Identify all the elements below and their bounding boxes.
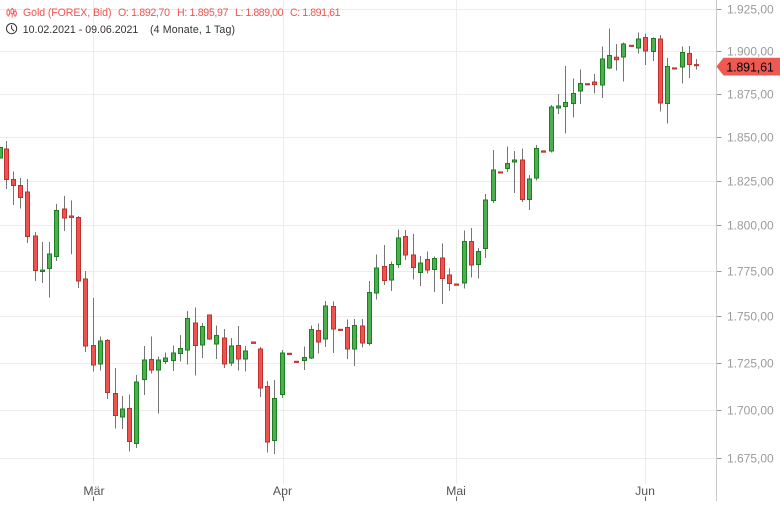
svg-text:Apr: Apr [273,484,292,498]
svg-text:Gold (FOREX, Bid)O: 1.892,70H:: Gold (FOREX, Bid) O: 1.892,70 H: 1.895,97 L… [23,7,341,19]
svg-text:1.875,00: 1.875,00 [727,88,774,102]
svg-text:Mär: Mär [83,484,104,498]
svg-text:1.675,00: 1.675,00 [727,452,774,466]
svg-text:1.925,00: 1.925,00 [727,3,774,17]
svg-text:Mai: Mai [446,484,466,498]
svg-text:1.800,00: 1.800,00 [727,219,774,233]
svg-text:1.850,00: 1.850,00 [727,131,774,145]
svg-text:1.725,00: 1.725,00 [727,357,774,371]
svg-text:1.891,61: 1.891,61 [726,60,774,74]
svg-text:1.900,00: 1.900,00 [727,45,774,59]
svg-text:10.02.2021 - 09.06.2021(4 Mona: 10.02.2021 - 09.06.2021 (4 Monate, 1 Tag) [23,24,235,36]
svg-text:1.700,00: 1.700,00 [727,404,774,418]
svg-text:Jun: Jun [635,484,655,498]
svg-text:1.825,00: 1.825,00 [727,175,774,189]
svg-text:1.750,00: 1.750,00 [727,310,774,324]
svg-text:1.775,00: 1.775,00 [727,265,774,279]
